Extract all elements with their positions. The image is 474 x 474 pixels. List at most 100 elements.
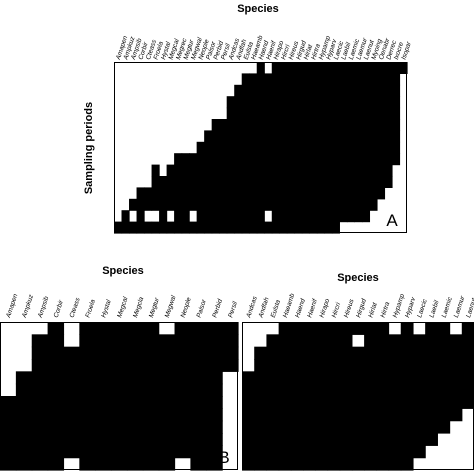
presence-cell	[158, 445, 176, 459]
presence-cell	[271, 141, 280, 154]
presence-cell	[196, 221, 205, 234]
presence-cell	[121, 221, 130, 234]
presence-cell	[266, 457, 280, 471]
presence-cell	[158, 433, 176, 446]
presence-cell	[425, 359, 438, 372]
presence-cell	[400, 322, 414, 335]
presence-cell	[271, 153, 280, 166]
presence-cell	[286, 198, 295, 211]
presence-cell	[339, 383, 353, 397]
presence-cell	[400, 433, 414, 446]
presence-cell	[142, 334, 160, 348]
presence-cell	[126, 433, 144, 446]
species-tick-label: Laebil	[429, 299, 441, 318]
presence-cell	[361, 119, 371, 131]
species-tick-label: Perbid	[211, 298, 224, 319]
presence-cell	[278, 408, 292, 422]
species-tick-label: Hircri	[280, 43, 292, 60]
presence-cell	[189, 176, 198, 188]
presence-cell	[279, 119, 288, 131]
presence-cell	[388, 396, 402, 409]
plot-frame	[114, 62, 407, 233]
presence-cell	[234, 141, 243, 154]
presence-cell	[241, 221, 250, 234]
presence-cell	[129, 198, 138, 211]
presence-cell	[249, 73, 258, 86]
presence-cell	[301, 73, 310, 86]
presence-cell	[249, 153, 258, 166]
presence-cell	[79, 408, 96, 422]
species-tick-label: Haend	[294, 298, 307, 319]
presence-cell	[271, 107, 280, 120]
presence-cell	[331, 198, 340, 211]
presence-cell	[327, 396, 341, 409]
presence-cell	[391, 62, 401, 74]
presence-cell	[241, 176, 250, 188]
presence-cell	[412, 371, 426, 385]
presence-cell	[290, 433, 304, 446]
presence-cell	[461, 334, 474, 348]
presence-cell	[324, 84, 333, 97]
presence-cell	[196, 210, 205, 223]
presence-cell	[324, 73, 333, 86]
presence-cell	[241, 73, 250, 86]
presence-cell	[256, 130, 265, 143]
presence-cell	[79, 346, 96, 360]
presence-cell	[331, 153, 340, 166]
presence-cell	[226, 130, 235, 143]
presence-cell	[364, 346, 377, 360]
presence-cell	[339, 73, 348, 86]
presence-cell	[15, 396, 33, 409]
species-tick-label: Corbir	[53, 299, 65, 319]
presence-cell	[309, 141, 318, 154]
presence-cell	[315, 383, 329, 397]
presence-cell	[316, 84, 325, 97]
species-tick-label: Hyparv	[404, 296, 417, 319]
chart-panel-2: Amapen Ampkuz Ampsib Corbir Cteass Froela Hyst…	[0, 265, 239, 471]
presence-cell	[412, 396, 426, 409]
presence-cell	[391, 84, 401, 97]
presence-cell	[369, 119, 378, 131]
presence-cell	[222, 359, 239, 372]
presence-cell	[211, 119, 220, 131]
presence-cell	[234, 221, 243, 234]
presence-cell	[425, 396, 438, 409]
presence-cell	[264, 84, 273, 97]
presence-cell	[151, 176, 160, 188]
presence-cell	[437, 346, 451, 360]
presence-cell	[339, 62, 348, 74]
presence-cell	[290, 334, 304, 348]
presence-cell	[286, 119, 295, 131]
presence-cell	[303, 420, 316, 434]
presence-cell	[190, 322, 207, 335]
presence-cell	[129, 221, 138, 234]
presence-cell	[234, 187, 243, 200]
presence-cell	[449, 396, 463, 409]
presence-cell	[316, 187, 325, 200]
presence-cell	[339, 457, 353, 471]
presence-cell	[278, 383, 292, 397]
presence-cell	[79, 396, 96, 409]
presence-cell	[190, 457, 207, 471]
panel-title: Species	[237, 3, 279, 15]
presence-cell	[316, 73, 325, 86]
presence-cell	[354, 210, 363, 223]
presence-cell	[279, 73, 288, 86]
presence-cell	[126, 396, 144, 409]
presence-cell	[63, 371, 80, 385]
presence-cell	[204, 210, 213, 223]
presence-cell	[47, 433, 65, 446]
presence-cell	[315, 433, 329, 446]
presence-cell	[234, 210, 243, 223]
presence-cell	[279, 187, 288, 200]
presence-cell	[339, 420, 353, 434]
presence-cell	[249, 84, 258, 97]
presence-cell	[286, 84, 295, 97]
presence-cell	[144, 198, 153, 211]
presence-cell	[211, 221, 220, 234]
presence-cell	[226, 221, 235, 234]
presence-cell	[286, 130, 295, 143]
presence-cell	[376, 141, 386, 154]
presence-cell	[425, 334, 438, 348]
presence-cell	[234, 84, 243, 97]
